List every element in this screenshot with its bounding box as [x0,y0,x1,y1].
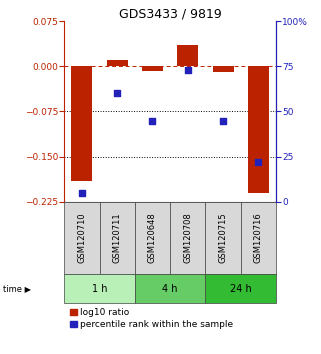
Legend: log10 ratio, percentile rank within the sample: log10 ratio, percentile rank within the … [66,305,237,333]
Text: GSM120648: GSM120648 [148,212,157,263]
Text: GSM120711: GSM120711 [113,212,122,263]
Point [150,118,155,123]
Title: GDS3433 / 9819: GDS3433 / 9819 [119,7,221,20]
Bar [64,202,100,274]
Bar [100,202,135,274]
Text: GSM120710: GSM120710 [77,212,86,263]
Bar [248,66,269,193]
Text: 1 h: 1 h [92,284,107,294]
Point [256,159,261,165]
Text: 24 h: 24 h [230,284,252,294]
Bar [135,274,205,303]
Point [79,190,84,195]
Text: GSM120716: GSM120716 [254,212,263,263]
Point [115,91,120,96]
Bar [64,274,135,303]
Bar [177,45,198,66]
Bar [213,66,234,72]
Bar [170,202,205,274]
Text: GSM120715: GSM120715 [219,212,228,263]
Bar [71,66,92,181]
Bar [205,202,241,274]
Text: 4 h: 4 h [162,284,178,294]
Text: GSM120708: GSM120708 [183,212,192,263]
Text: time ▶: time ▶ [3,284,31,293]
Bar [107,60,128,66]
Bar [205,274,276,303]
Bar [142,66,163,71]
Point [185,67,190,73]
Point [221,118,226,123]
Bar [135,202,170,274]
Bar [241,202,276,274]
